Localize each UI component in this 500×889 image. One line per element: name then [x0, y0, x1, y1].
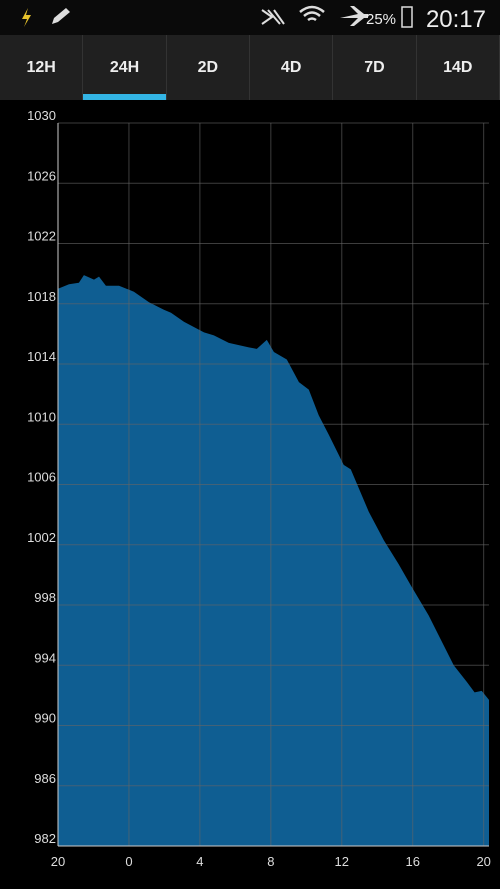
y-tick-label: 998 — [34, 590, 56, 605]
y-tick-label: 1002 — [27, 530, 56, 545]
y-tick-label: 990 — [34, 711, 56, 726]
y-tick-label: 986 — [34, 771, 56, 786]
range-tab[interactable]: 12H — [0, 35, 84, 100]
range-tab[interactable]: 14D — [417, 35, 500, 100]
range-tab[interactable]: 2D — [167, 35, 250, 100]
y-tick-label: 1014 — [27, 349, 56, 364]
x-tick-label: 4 — [196, 854, 203, 869]
y-tick-label: 1026 — [27, 168, 56, 183]
x-tick-label: 0 — [125, 854, 132, 869]
y-tick-label: 1010 — [27, 409, 56, 424]
pressure-area — [58, 275, 489, 847]
y-tick-label: 982 — [34, 831, 56, 846]
range-tab[interactable]: 7D — [333, 35, 417, 100]
x-tick-label: 20 — [51, 854, 65, 869]
x-tick-label: 8 — [267, 854, 274, 869]
y-tick-label: 1030 — [27, 108, 56, 123]
y-tick-label: 1022 — [27, 229, 56, 244]
range-tab[interactable]: 24H — [83, 35, 167, 100]
status-bar: 25% 20:17 — [0, 0, 500, 35]
charge-icon — [22, 8, 31, 27]
y-tick-label: 994 — [34, 650, 56, 665]
range-tab[interactable]: 4D — [250, 35, 334, 100]
clock: 20:17 — [426, 6, 486, 33]
y-tick-label: 1006 — [27, 470, 56, 485]
wifi-icon — [299, 5, 325, 22]
x-tick-label: 12 — [335, 854, 349, 869]
battery-icon — [401, 6, 413, 28]
status-icons: 25% 20:17 — [22, 5, 486, 33]
y-tick-label: 1018 — [27, 289, 56, 304]
edit-icon — [52, 8, 70, 24]
battery-level: 25% — [366, 11, 396, 28]
tab-bar: 12H 24H 2D 4D 7D 14D — [0, 35, 500, 100]
airplane-icon — [340, 6, 368, 26]
x-tick-label: 20 — [476, 854, 490, 869]
x-tick-label: 16 — [405, 854, 419, 869]
chart: 982 986 990 994 998 1002 1006 1010 1014 1018 1022 1… — [27, 108, 491, 869]
mute-icon — [261, 9, 285, 25]
